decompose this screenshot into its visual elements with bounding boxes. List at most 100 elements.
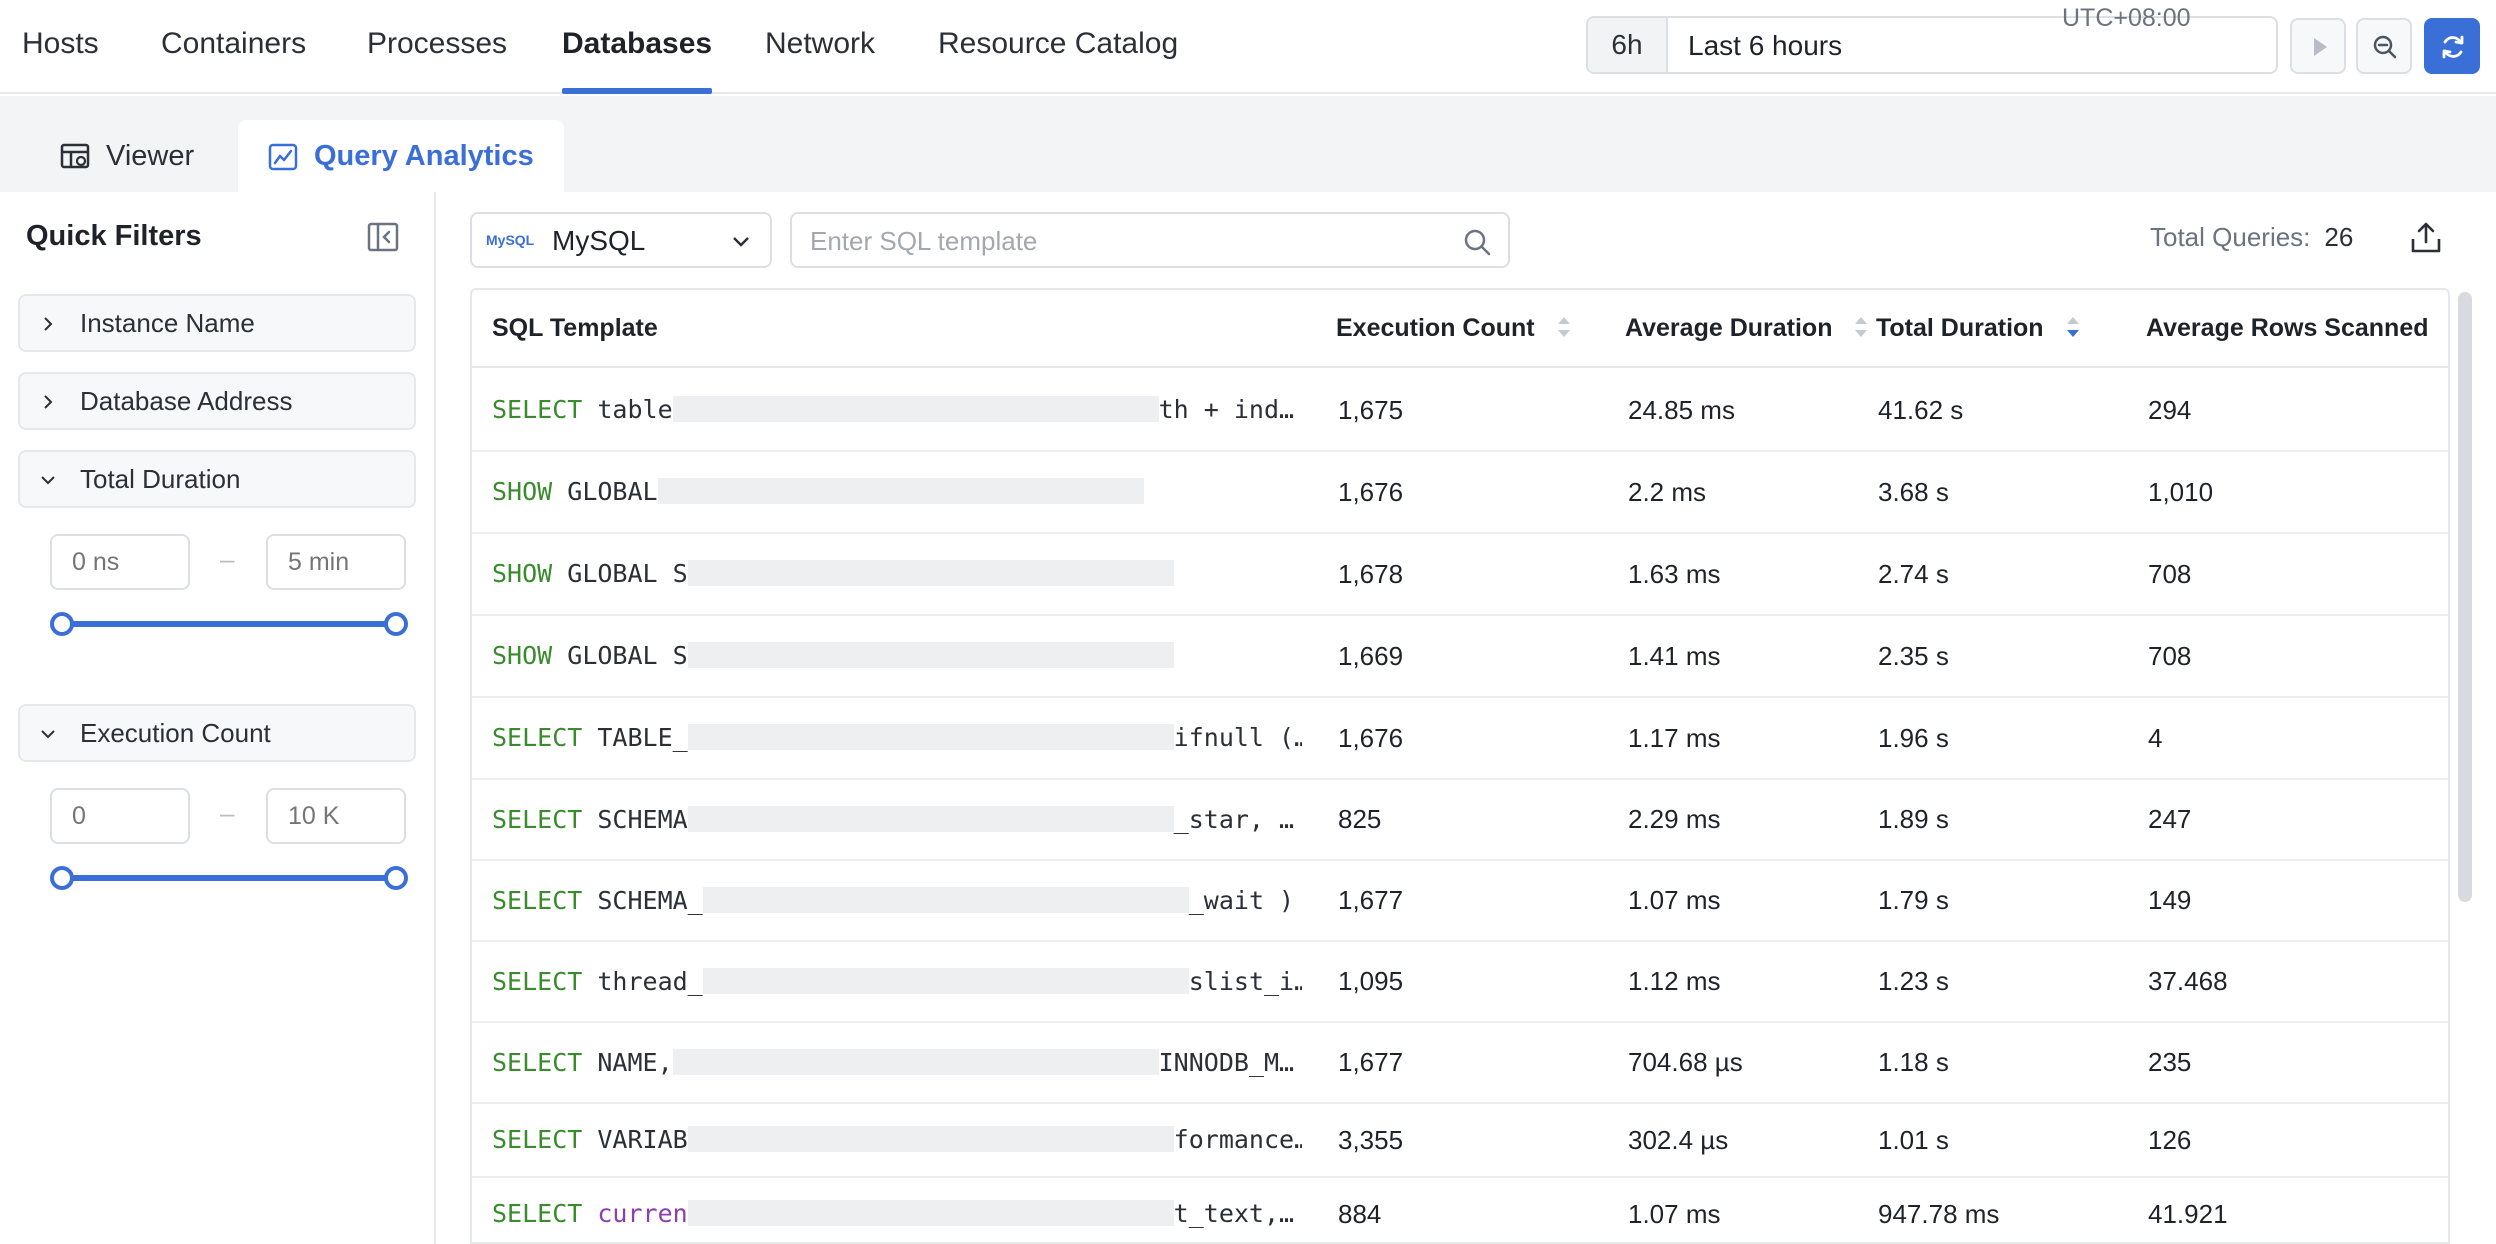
table-row[interactable]: SELECT thread_ slist_i… 1,095 1.12 ms 1.23 s… (472, 942, 2448, 1023)
redacted-sql-text (702, 887, 1189, 913)
execution-count-min-input[interactable] (50, 788, 190, 844)
total-duration-slider-track[interactable] (60, 621, 396, 627)
column-average-rows-scanned[interactable]: Average Rows Scanned (2146, 314, 2429, 342)
nav-tab-hosts[interactable]: Hosts (22, 27, 99, 60)
execution-count-max-input[interactable] (266, 788, 406, 844)
filter-execution-count[interactable]: Execution Count (18, 704, 416, 762)
sql-template-cell[interactable]: SELECT NAME, INNODB_M… (492, 1023, 1302, 1102)
average-duration-cell: 302.4 µs (1628, 1125, 1729, 1155)
top-navigation: Hosts Containers Processes Databases Net… (0, 0, 2496, 94)
total-duration-cell: 1.01 s (1878, 1125, 1949, 1155)
refresh-button[interactable] (2424, 18, 2480, 74)
table-row[interactable]: SHOW GLOBAL S 1,669 1.41 ms 2.35 s 708 (472, 616, 2448, 698)
average-duration-cell: 1.07 ms (1628, 885, 1721, 915)
nav-tab-resource-catalog[interactable]: Resource Catalog (938, 27, 1179, 60)
export-button[interactable] (2408, 220, 2444, 261)
total-duration-cell: 2.35 s (1878, 641, 1949, 671)
database-type-select[interactable]: MySQL MySQL (470, 212, 772, 268)
total-duration-cell: 1.18 s (1878, 1047, 1949, 1077)
table-row[interactable]: SHOW GLOBAL 1,676 2.2 ms 3.68 s 1,010 (472, 452, 2448, 534)
tab-viewer[interactable]: Viewer (30, 120, 224, 192)
sql-template-cell[interactable]: SHOW GLOBAL S (492, 616, 1302, 696)
table-row[interactable]: SELECT NAME, INNODB_M… 1,677 704.68 µs 1.18 … (472, 1023, 2448, 1104)
execution-count-slider-track[interactable] (60, 875, 396, 881)
table-row[interactable]: SELECT SCHEMA _star, … 825 2.29 ms 1.89 s 247 (472, 780, 2448, 861)
sort-icon[interactable] (1853, 314, 1869, 340)
column-execution-count[interactable]: Execution Count (1336, 290, 1572, 366)
execution-count-cell: 1,095 (1338, 966, 1404, 996)
execution-count-cell: 825 (1338, 804, 1382, 834)
total-duration-min-input[interactable] (50, 534, 190, 590)
collapse-sidebar-button[interactable] (366, 220, 400, 259)
search-icon[interactable] (1462, 227, 1492, 257)
sql-template-cell[interactable]: SHOW GLOBAL (492, 452, 1302, 532)
column-average-duration[interactable]: Average Duration (1625, 290, 1869, 366)
table-row[interactable]: SELECT TABLE_ ifnull (… 1,676 1.17 ms 1.96 s… (472, 698, 2448, 780)
sql-template-cell[interactable]: SELECT TABLE_ ifnull (… (492, 698, 1302, 778)
filter-database-address[interactable]: Database Address (18, 372, 416, 430)
average-duration-cell: 24.85 ms (1628, 395, 1735, 425)
table-row[interactable]: SHOW GLOBAL S 1,678 1.63 ms 2.74 s 708 (472, 534, 2448, 616)
sql-template-search-input[interactable] (810, 222, 1430, 260)
column-label: Execution Count (1336, 314, 1535, 342)
time-range-chip[interactable]: 6h (1588, 18, 1668, 72)
sql-text-start: GLOBAL S (552, 559, 688, 588)
execution-count-cell: 1,678 (1338, 559, 1404, 589)
time-range-picker[interactable]: 6h Last 6 hours (1586, 16, 2278, 74)
filter-instance-name[interactable]: Instance Name (18, 294, 416, 352)
redacted-sql-text (687, 560, 1174, 586)
total-duration-max-input[interactable] (266, 534, 406, 590)
average-rows-scanned-cell: 37.468 (2148, 966, 2228, 996)
sql-template-search[interactable] (790, 212, 1510, 268)
total-duration-slider-max-handle[interactable] (384, 612, 408, 636)
execution-count-slider-max-handle[interactable] (384, 866, 408, 890)
redacted-sql-text (672, 396, 1159, 422)
chevron-right-icon (44, 317, 53, 331)
table-row[interactable]: SELECT SCHEMA_ _wait ) … 1,677 1.07 ms 1.79 … (472, 861, 2448, 942)
chevron-down-icon (733, 237, 749, 247)
execution-count-cell: 1,675 (1338, 395, 1404, 425)
column-total-duration[interactable]: Total Duration (1876, 290, 2081, 366)
total-duration-slider-min-handle[interactable] (50, 612, 74, 636)
play-button[interactable] (2290, 18, 2346, 74)
sql-text-end: _star, … (1173, 805, 1295, 834)
table-row[interactable]: SELECT VARIAB formance… 3,355 302.4 µs 1.01 … (472, 1104, 2448, 1178)
sql-keyword: SELECT (492, 1199, 583, 1228)
redacted-sql-text (702, 968, 1189, 994)
sub-tab-bar: Viewer Query Analytics (0, 96, 2496, 192)
sql-template-cell[interactable]: SELECT curren t_text,… (492, 1178, 1302, 1242)
execution-count-slider-min-handle[interactable] (50, 866, 74, 890)
sql-template-cell[interactable]: SELECT table th + ind… (492, 370, 1302, 450)
column-sql-template[interactable]: SQL Template (492, 314, 658, 342)
chevron-down-icon (41, 730, 55, 739)
sql-template-cell[interactable]: SHOW GLOBAL S (492, 534, 1302, 614)
mysql-logo: MySQL (486, 232, 535, 248)
sql-template-cell[interactable]: SELECT SCHEMA _star, … (492, 780, 1302, 859)
execution-count-cell: 884 (1338, 1199, 1382, 1229)
sql-template-cell[interactable]: SELECT VARIAB formance… (492, 1104, 1302, 1176)
table-scrollbar[interactable] (2458, 292, 2472, 902)
execution-count-cell: 1,676 (1338, 477, 1404, 507)
average-rows-scanned-cell: 4 (2148, 723, 2163, 753)
sort-descending-icon[interactable] (2065, 314, 2081, 340)
refresh-icon (2442, 35, 2464, 59)
sql-template-cell[interactable]: SELECT thread_ slist_i… (492, 942, 1302, 1021)
nav-tab-containers[interactable]: Containers (161, 27, 307, 60)
range-separator: – (220, 798, 235, 828)
total-queries-label: Total Queries: (2150, 222, 2311, 252)
table-row[interactable]: SELECT curren t_text,… 884 1.07 ms 947.78 ms… (472, 1178, 2448, 1242)
table-row[interactable]: SELECT table th + ind… 1,675 24.85 ms 41.62 … (472, 370, 2448, 452)
zoom-out-button[interactable] (2356, 18, 2412, 74)
execution-count-cell: 1,677 (1338, 885, 1404, 915)
sql-template-cell[interactable]: SELECT SCHEMA_ _wait ) … (492, 861, 1302, 940)
nav-tab-network[interactable]: Network (765, 27, 876, 60)
total-duration-cell: 1.96 s (1878, 723, 1949, 753)
nav-tab-processes[interactable]: Processes (367, 27, 508, 60)
sort-icon[interactable] (1556, 314, 1572, 340)
total-queries: Total Queries: 26 (2150, 222, 2353, 253)
tab-query-analytics[interactable]: Query Analytics (238, 120, 564, 192)
total-duration-cell: 1.23 s (1878, 966, 1949, 996)
nav-tab-databases[interactable]: Databases (562, 0, 713, 94)
filter-total-duration[interactable]: Total Duration (18, 450, 416, 508)
average-rows-scanned-cell: 1,010 (2148, 477, 2214, 507)
